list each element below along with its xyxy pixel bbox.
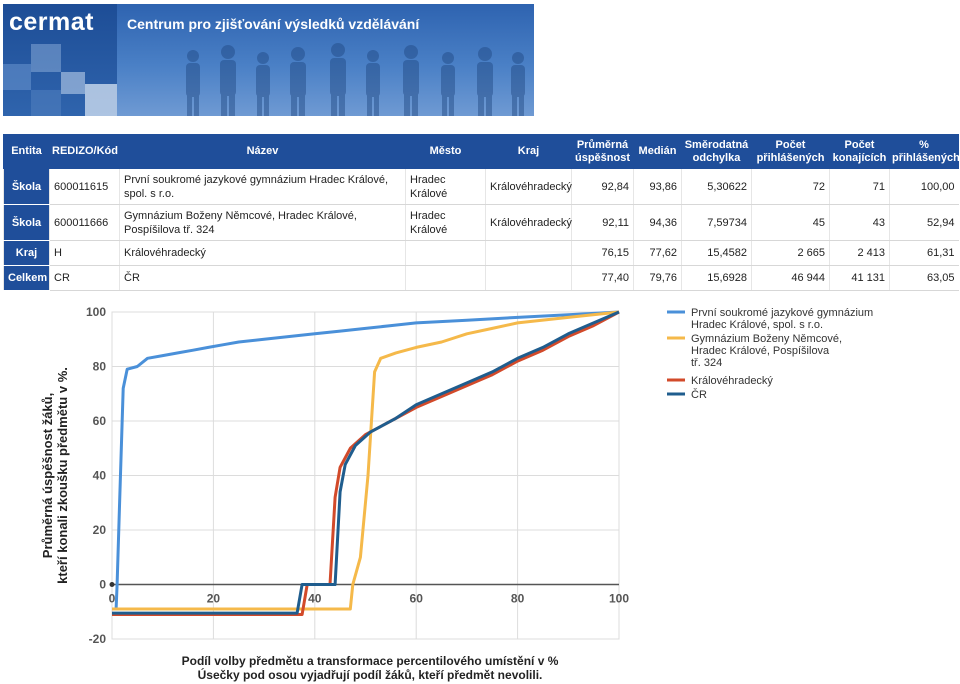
cell-redizo: 600011666: [49, 204, 120, 241]
cell-prumerna: 76,15: [571, 240, 634, 266]
header-redizo: REDIZO/Kód: [49, 134, 120, 169]
legend-label-2: Královéhradecký: [691, 375, 773, 387]
table-row: Škola 600011666 Gymnázium Boženy Němcové…: [3, 204, 959, 241]
header-kraj: Kraj: [485, 134, 572, 169]
cell-median: 77,62: [633, 240, 682, 266]
cell-pocet-konajicich: 71: [829, 168, 890, 205]
cell-pocet-konajicich: 2 413: [829, 240, 890, 266]
cell-pocet-prihlasenych: 46 944: [751, 265, 830, 291]
results-table: Entita REDIZO/Kód Název Město Kraj Průmě…: [3, 134, 960, 291]
cell-kraj: Královéhradecký: [485, 168, 572, 205]
y-axis-label: Průměrná úspěšnost žáků,: [40, 393, 55, 558]
header-smerodatna: Směrodatná odchylka: [681, 134, 752, 169]
header-entita: Entita: [3, 134, 50, 169]
y-tick-label: 80: [93, 360, 107, 374]
chart-zero-line: [109, 582, 619, 587]
cell-redizo: CR: [49, 265, 120, 291]
cell-mesto: Hradec Králové: [405, 168, 486, 205]
cell-kraj: [485, 265, 572, 291]
cell-procento-prihlasenych: 52,94: [889, 204, 959, 241]
chart-tick-labels: -20 0 20 40 60 80 100 0 20 40 60 80 100: [86, 305, 629, 646]
legend-label-3: ČR: [691, 388, 707, 401]
cell-pocet-prihlasenych: 2 665: [751, 240, 830, 266]
header-pocet-konajicich: Počet konajících: [829, 134, 890, 169]
cell-smerodatna: 5,30622: [681, 168, 752, 205]
cell-entita: Škola: [3, 204, 50, 241]
banner-subtitle: Centrum pro zjišťování výsledků vzdělává…: [127, 16, 420, 32]
header-pocet-prihlasenych: Počet přihlášených: [751, 134, 830, 169]
series-line-3: [112, 310, 620, 615]
cell-procento-prihlasenych: 61,31: [889, 240, 959, 266]
chart-series: [112, 310, 620, 616]
cell-nazev: ČR: [119, 265, 406, 291]
header-procento-prihlasenych: % přihlášených: [889, 134, 960, 169]
cermat-logo: cermat: [9, 8, 94, 36]
legend-label-0: První soukromé jazykové gymnázium Hradec …: [691, 307, 873, 331]
legend-label-1: Gymnázium Boženy Němcové, Hradec Králové,…: [691, 333, 842, 369]
origin-dot: [109, 582, 115, 587]
cell-kraj: [485, 240, 572, 266]
cell-redizo: H: [49, 240, 120, 266]
header-nazev: Název: [119, 134, 406, 169]
cell-smerodatna: 7,59734: [681, 204, 752, 241]
x-tick-label: 0: [109, 592, 116, 606]
y-tick-label: -20: [89, 632, 107, 646]
cell-kraj: Královéhradecký: [485, 204, 572, 241]
y-tick-label: 60: [93, 414, 107, 428]
cell-median: 94,36: [633, 204, 682, 241]
y-tick-label: 20: [93, 523, 107, 537]
table-row: Škola 600011615 První soukromé jazykové …: [3, 168, 959, 205]
x-axis-label-line2: Úsečky pod osou vyjadřují podíl žáků, kt…: [198, 667, 543, 682]
cell-pocet-konajicich: 41 131: [829, 265, 890, 291]
series-line-2: [112, 310, 620, 616]
cell-redizo: 600011615: [49, 168, 120, 205]
cell-procento-prihlasenych: 63,05: [889, 265, 959, 291]
cell-mesto: Hradec Králové: [405, 204, 486, 241]
cell-prumerna: 92,84: [571, 168, 634, 205]
y-tick-label: 100: [86, 305, 106, 319]
cell-entita: Škola: [3, 168, 50, 205]
cell-prumerna: 92,11: [571, 204, 634, 241]
cell-entita: Celkem: [3, 265, 50, 291]
x-tick-label: 100: [609, 592, 629, 606]
header-median: Medián: [633, 134, 682, 169]
series-line-0: [112, 310, 620, 611]
chart-legend: První soukromé jazykové gymnázium Hradec …: [667, 307, 873, 401]
cell-pocet-konajicich: 43: [829, 204, 890, 241]
cell-smerodatna: 15,4582: [681, 240, 752, 266]
header-mesto: Město: [405, 134, 486, 169]
x-tick-label: 20: [207, 592, 221, 606]
header-prumerna: Průměrná úspěšnost: [571, 134, 634, 169]
cell-mesto: [405, 265, 486, 291]
x-tick-label: 40: [308, 592, 322, 606]
cell-nazev: Gymnázium Boženy Němcové, Hradec Králové…: [119, 204, 406, 241]
success-rate-chart: -20 0 20 40 60 80 100 0 20 40 60 80 100 První soukro…: [40, 305, 873, 682]
table-row: Kraj H Královéhradecký 76,15 77,62 15,45…: [3, 240, 959, 266]
header-banner: cermat Centrum pro zjišťování výsledků v…: [3, 4, 534, 116]
cell-nazev: První soukromé jazykové gymnázium Hradec…: [119, 168, 406, 205]
table-row: Celkem CR ČR 77,40 79,76 15,6928 46 944 …: [3, 265, 959, 291]
cell-median: 79,76: [633, 265, 682, 291]
cell-prumerna: 77,40: [571, 265, 634, 291]
cell-median: 93,86: [633, 168, 682, 205]
logo-block: cermat: [3, 4, 117, 116]
logo-squares-decoration: [3, 44, 117, 116]
y-tick-label: 0: [99, 578, 106, 592]
cell-nazev: Královéhradecký: [119, 240, 406, 266]
x-tick-label: 80: [511, 592, 525, 606]
y-axis-label-line2: kteří konali zkoušku předmětu v %.: [55, 367, 70, 584]
cell-entita: Kraj: [3, 240, 50, 266]
students-silhouette-image: [186, 43, 525, 116]
cell-pocet-prihlasenych: 45: [751, 204, 830, 241]
x-tick-label: 60: [410, 592, 424, 606]
x-axis-label: Podíl volby předmětu a transformace perc…: [182, 654, 559, 668]
series-line-1: [112, 310, 620, 611]
chart-grid: [111, 311, 620, 640]
cell-procento-prihlasenych: 100,00: [889, 168, 959, 205]
cell-pocet-prihlasenych: 72: [751, 168, 830, 205]
cell-mesto: [405, 240, 486, 266]
cell-smerodatna: 15,6928: [681, 265, 752, 291]
table-header-row: Entita REDIZO/Kód Název Město Kraj Průmě…: [3, 134, 960, 169]
y-tick-label: 40: [93, 469, 107, 483]
